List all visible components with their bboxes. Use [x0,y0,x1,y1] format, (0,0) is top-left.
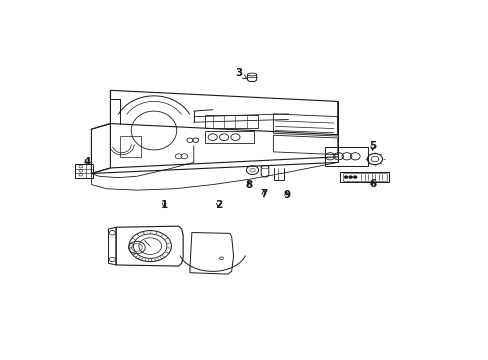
Text: 2: 2 [214,199,222,210]
Bar [342,174,386,181]
Text: 6: 6 [368,179,375,189]
Text: 8: 8 [244,180,252,190]
Text: 4: 4 [83,157,90,167]
Circle shape [348,176,352,179]
Text: 3: 3 [234,68,247,79]
Text: 1: 1 [160,199,167,210]
Text: 9: 9 [283,190,289,200]
Circle shape [353,176,356,179]
Bar [205,131,254,143]
Bar [340,172,388,183]
Bar [120,136,141,157]
Bar [324,147,367,166]
Bar [205,115,258,128]
Text: 7: 7 [260,189,267,199]
Circle shape [344,176,347,179]
Text: 5: 5 [368,141,375,151]
Bar [75,163,93,178]
